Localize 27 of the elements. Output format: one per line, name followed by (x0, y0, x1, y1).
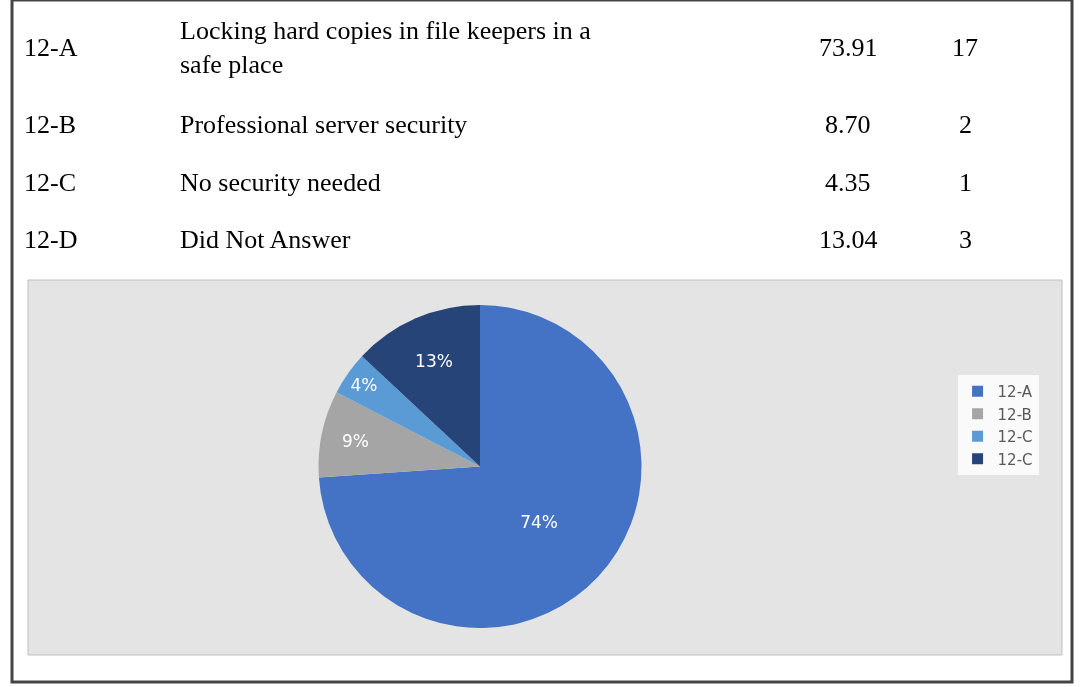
text: Locking hard copies in file keepers in a safe place (180, 16, 592, 79)
text: No security needed (180, 168, 381, 197)
pie-slice (318, 305, 642, 628)
data-label: 74% (520, 511, 558, 532)
legend-label: 12-C (997, 450, 1033, 469)
pie-slice (336, 356, 480, 467)
legend-label: 12-A (997, 383, 1033, 402)
legend-label: 12-B (997, 405, 1032, 424)
data-label: 13% (415, 350, 453, 371)
text: 12-A (24, 33, 78, 62)
data-label: 9% (341, 430, 369, 451)
data-label: 4% (350, 374, 378, 395)
pie-slice (318, 392, 480, 478)
text: 12-B (24, 110, 76, 139)
text: Did Not Answer (180, 225, 351, 254)
text: 17 (952, 33, 978, 62)
text: 1 (959, 168, 972, 197)
text: 8.70 (825, 110, 871, 139)
text: 4.35 (825, 168, 871, 197)
text: Professional server security (180, 110, 468, 139)
text: 13.04 (819, 225, 878, 254)
text: 3 (959, 225, 972, 254)
text: 73.91 (819, 33, 878, 62)
text: 12-C (24, 168, 76, 197)
text: 12-D (24, 225, 78, 254)
text: 2 (959, 110, 972, 139)
legend-label: 12-C (997, 428, 1033, 447)
